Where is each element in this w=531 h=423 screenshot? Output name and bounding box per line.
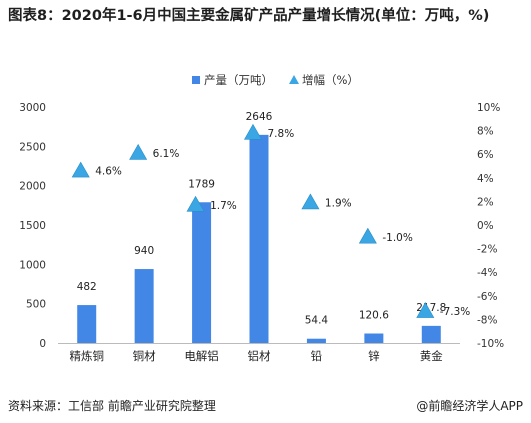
growth-value-label: 6.1%	[153, 148, 180, 160]
bar-value-label: 2646	[246, 111, 273, 123]
y-right-tick-label: 8%	[477, 126, 494, 138]
y-right-tick-label: -6%	[477, 291, 497, 303]
x-tick-label: 精炼铜	[69, 349, 104, 363]
y-right-tick-label: 10%	[477, 102, 500, 114]
bar	[364, 333, 384, 343]
growth-value-label: 1.7%	[210, 200, 237, 212]
y-right-tick-label: 4%	[477, 173, 494, 185]
y-left-tick-label: 3000	[19, 102, 46, 114]
x-tick-label: 电解铝	[184, 349, 219, 363]
bar-value-label: 54.4	[305, 315, 329, 327]
legend-label-growth: 增幅（%）	[302, 73, 359, 87]
x-tick-label: 锌	[368, 349, 380, 363]
growth-marker	[416, 302, 435, 318]
y-left-tick-label: 2000	[19, 181, 46, 193]
brand-credit: @前瞻经济学人APP	[416, 399, 523, 413]
growth-value-label: 7.8%	[268, 128, 295, 140]
bar	[421, 325, 441, 343]
growth-marker	[301, 193, 320, 210]
bar-chart: 0 500 1000 1500 2000 2500 3000 -10% -8% -6% -4% -2%…	[19, 73, 504, 363]
source-note: 资料来源：工信部 前瞻产业研究院整理	[8, 399, 216, 413]
y-right-tick-label: 0%	[477, 220, 494, 232]
growth-marker	[358, 227, 377, 244]
x-tick-label: 铝材	[248, 349, 271, 363]
y-right-tick-label: -8%	[477, 314, 497, 326]
legend-swatch-bar	[192, 76, 200, 84]
y-right-tick-label: -2%	[477, 244, 497, 256]
y-left-tick-label: 0	[39, 338, 46, 350]
y-right-tick-label: -10%	[477, 338, 504, 350]
y-right-tick-label: 2%	[477, 196, 494, 208]
bar-value-label: 940	[134, 245, 154, 257]
bar	[134, 269, 154, 343]
growth-value-label: 1.9%	[325, 198, 352, 210]
legend-swatch-triangle	[289, 75, 299, 84]
bar	[306, 338, 326, 343]
growth-marker	[71, 161, 90, 178]
legend-label-bar: 产量（万吨）	[204, 73, 273, 87]
growth-value-label: -7.3%	[440, 306, 470, 318]
growth-value-label: 4.6%	[95, 166, 122, 178]
bar-value-label: 482	[77, 281, 97, 293]
bar-value-label: 120.6	[359, 310, 389, 322]
growth-value-label: -1.0%	[382, 232, 412, 244]
growth-marker	[243, 123, 263, 140]
y-right-tick-label: -4%	[477, 267, 497, 279]
y-right-tick-label: 6%	[477, 149, 494, 161]
y-left-tick-label: 500	[26, 299, 46, 311]
x-tick-label: 铜材	[133, 349, 156, 363]
y-left-tick-label: 1500	[19, 220, 46, 232]
bar	[192, 202, 212, 343]
growth-marker	[186, 195, 205, 212]
growth-marker	[129, 143, 148, 160]
y-left-tick-label: 2500	[19, 141, 46, 153]
y-left-tick-label: 1000	[19, 259, 46, 271]
bar	[249, 134, 269, 343]
chart-title: 图表8：2020年1-6月中国主要金属矿产品产量增长情况(单位：万吨，%)	[8, 8, 490, 24]
x-tick-label: 黄金	[420, 349, 443, 363]
bar-value-label: 1789	[188, 178, 215, 190]
bar	[77, 305, 97, 343]
x-tick-label: 铅	[311, 349, 323, 363]
